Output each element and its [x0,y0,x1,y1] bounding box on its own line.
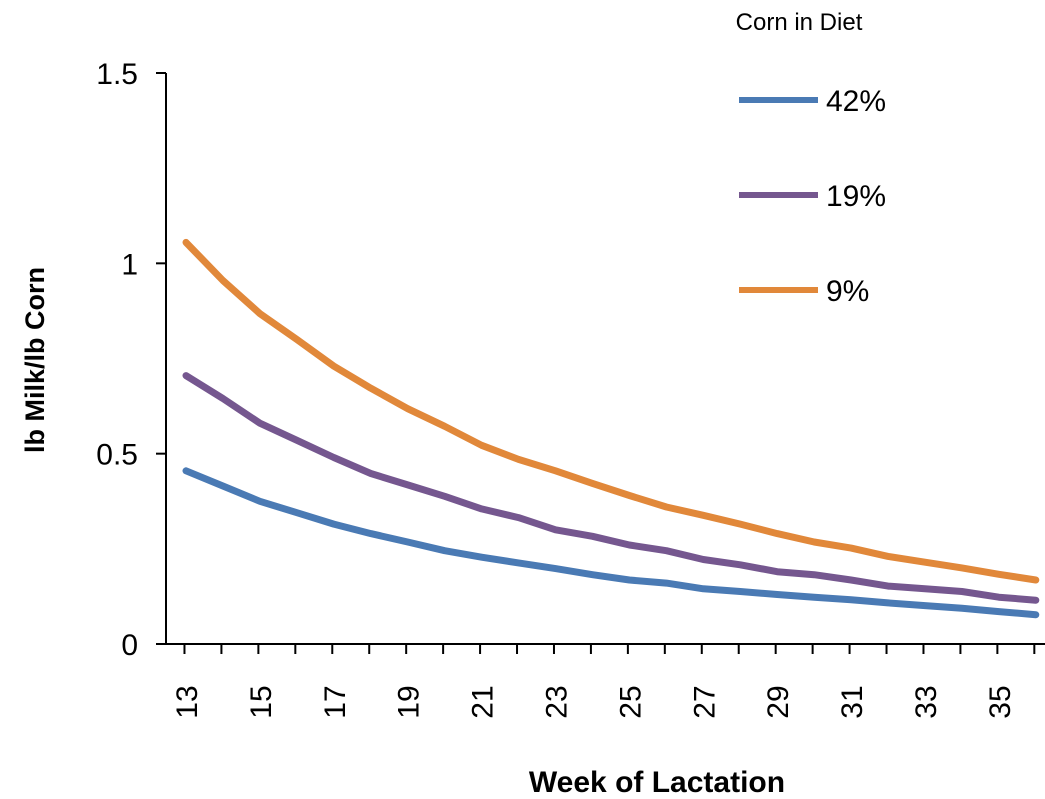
x-tick-label: 33 [910,685,943,718]
y-tick-label: 0.5 [96,439,138,472]
legend-label-3: 9% [826,275,869,308]
y-ticks: 0 0.5 1 1.5 [96,58,166,662]
x-tick-label: 29 [762,685,795,718]
x-tick-label: 25 [614,685,647,718]
legend: Corn in Diet 42% 19% 9% [736,9,886,308]
x-tick-label: 27 [688,685,721,718]
y-axis-title: lb Milk/lb Corn [20,267,50,453]
series-line-2 [182,372,1040,604]
x-tick-label: 23 [541,685,574,718]
y-tick-label: 1.5 [96,58,138,91]
x-tick-label: 35 [984,685,1017,718]
legend-label-2: 19% [826,180,886,213]
x-tick-label: 21 [467,685,500,718]
legend-title: Corn in Diet [736,9,863,36]
x-tick-label: 13 [171,685,204,718]
x-ticks: 13 15 17 19 21 23 25 27 29 31 33 35 [171,644,1036,719]
x-tick-label: 19 [393,685,426,718]
y-tick-label: 1 [121,248,138,281]
x-tick-label: 31 [836,685,869,718]
series-layer [182,238,1040,619]
x-tick-label: 15 [245,685,278,718]
series-line-3 [182,238,1040,584]
series-line-1 [182,467,1040,619]
x-tick-label: 17 [319,685,352,718]
x-axis-title: Week of Lactation [529,766,785,799]
y-tick-label: 0 [121,629,138,662]
legend-label-1: 42% [826,85,886,118]
